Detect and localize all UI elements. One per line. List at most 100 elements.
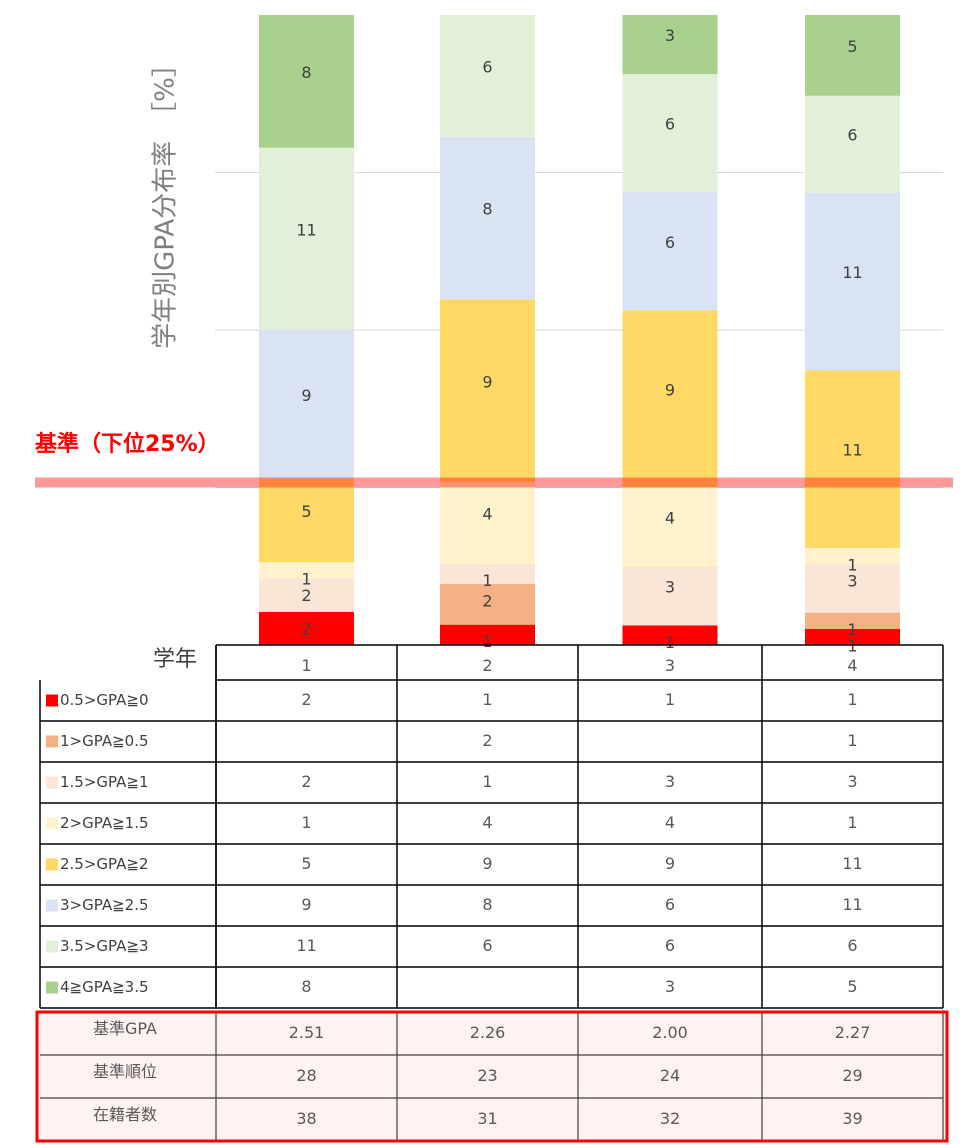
bar-segment — [805, 95, 900, 193]
table-cell: 9 — [665, 854, 675, 873]
segment-label: 3 — [847, 572, 857, 591]
table-cell: 1 — [665, 690, 675, 709]
table-cell: 1 — [482, 772, 492, 791]
table-cell: 5 — [847, 977, 857, 996]
legend-label: 3>GPA≧2.5 — [60, 896, 149, 914]
bar-segment — [622, 192, 718, 311]
table-cell: 1 — [847, 813, 857, 832]
segment-label: 6 — [665, 115, 675, 134]
segment-label: 11 — [296, 220, 316, 239]
segment-label: 11 — [842, 263, 862, 282]
table-cell: 6 — [665, 895, 675, 914]
legend-swatch — [46, 776, 58, 789]
table-cell: 5 — [301, 854, 311, 873]
segment-label: 2 — [301, 619, 311, 638]
summary-cell: 2.26 — [470, 1023, 506, 1042]
table-cell: 3 — [665, 977, 675, 996]
summary-cell: 32 — [660, 1109, 680, 1128]
summary-cell: 29 — [842, 1066, 862, 1085]
bar-segment — [440, 15, 535, 137]
segment-label: 2 — [482, 592, 492, 611]
legend-label: 2>GPA≧1.5 — [60, 814, 149, 832]
table-cell: 2 — [482, 731, 492, 750]
legend-label: 0.5>GPA≧0 — [60, 691, 149, 709]
segment-label: 5 — [847, 37, 857, 56]
bar-segment — [805, 15, 900, 96]
segment-label: 1 — [301, 570, 311, 589]
segment-label: 5 — [301, 502, 311, 521]
legend-swatch — [46, 817, 58, 830]
bar-segment — [805, 548, 900, 565]
category-label: 4 — [847, 656, 857, 675]
segment-label: 9 — [482, 372, 492, 391]
bar-segment — [440, 136, 535, 300]
legend-label: 2.5>GPA≧2 — [60, 855, 149, 873]
bar-segment — [440, 563, 535, 585]
category-label: 1 — [301, 656, 311, 675]
bar-segment — [805, 612, 900, 629]
segment-label: 11 — [842, 441, 862, 460]
category-label: 2 — [482, 656, 492, 675]
segment-label: 9 — [301, 386, 311, 405]
bar-segment — [259, 578, 354, 612]
legend-swatch — [46, 940, 58, 953]
reference-label: 基準（下位25%） — [35, 431, 220, 457]
bar-segment — [805, 564, 900, 613]
table-cell: 1 — [301, 813, 311, 832]
table-cell: 1 — [847, 690, 857, 709]
segment-label: 9 — [665, 380, 675, 399]
legend-swatch — [46, 858, 58, 871]
bar-segment — [440, 584, 535, 625]
legend-swatch — [46, 735, 58, 748]
table-cell: 6 — [847, 936, 857, 955]
segment-label: 1 — [482, 571, 492, 590]
summary-name: 基準GPA — [93, 1019, 157, 1038]
legend-swatch — [46, 694, 58, 707]
segment-label: 3 — [665, 26, 675, 45]
summary-cell: 38 — [296, 1109, 316, 1128]
table-cell: 9 — [482, 854, 492, 873]
summary-cell: 2.00 — [652, 1023, 688, 1042]
category-label: 3 — [665, 656, 675, 675]
segment-label: 6 — [665, 233, 675, 252]
segment-label: 1 — [847, 556, 857, 575]
table-cell: 2 — [301, 772, 311, 791]
bar-segment — [622, 566, 718, 626]
bar-segment — [805, 370, 900, 549]
legend-label: 3.5>GPA≧3 — [60, 937, 149, 955]
bar-segment — [805, 628, 900, 645]
segment-label: 2 — [301, 586, 311, 605]
legend-label: 1.5>GPA≧1 — [60, 773, 149, 791]
summary-name: 基準順位 — [93, 1062, 157, 1081]
x-axis-label: 学年 — [153, 647, 197, 672]
segment-label: 3 — [665, 577, 675, 596]
segment-label: 4 — [665, 508, 675, 527]
table-cell: 1 — [847, 731, 857, 750]
table-cell: 8 — [482, 895, 492, 914]
bar-segment — [622, 15, 718, 75]
segment-label: 6 — [847, 126, 857, 145]
legend-label: 4≧GPA≧3.5 — [60, 978, 149, 996]
summary-name: 在籍者数 — [93, 1105, 157, 1124]
bar-segment — [259, 15, 354, 148]
table-cell: 4 — [482, 813, 492, 832]
bar-segment — [259, 611, 354, 645]
bar-segment — [622, 625, 718, 645]
bar-segment — [805, 192, 900, 371]
bar-segment — [259, 330, 354, 480]
table-cell: 4 — [665, 813, 675, 832]
summary-frame — [35, 1010, 949, 1143]
legend-swatch — [46, 899, 58, 912]
table-cell: 1 — [482, 690, 492, 709]
summary-cell: 2.51 — [289, 1023, 325, 1042]
segment-label: 4 — [482, 505, 492, 524]
summary-cell: 39 — [842, 1109, 862, 1128]
bar-segment — [622, 310, 718, 488]
table-cell: 2 — [301, 690, 311, 709]
bar-segment — [440, 624, 535, 645]
segment-label: 6 — [482, 57, 492, 76]
table-cell: 9 — [301, 895, 311, 914]
bar-segment — [622, 74, 718, 193]
summary-cell: 28 — [296, 1066, 316, 1085]
table-cell: 3 — [665, 772, 675, 791]
